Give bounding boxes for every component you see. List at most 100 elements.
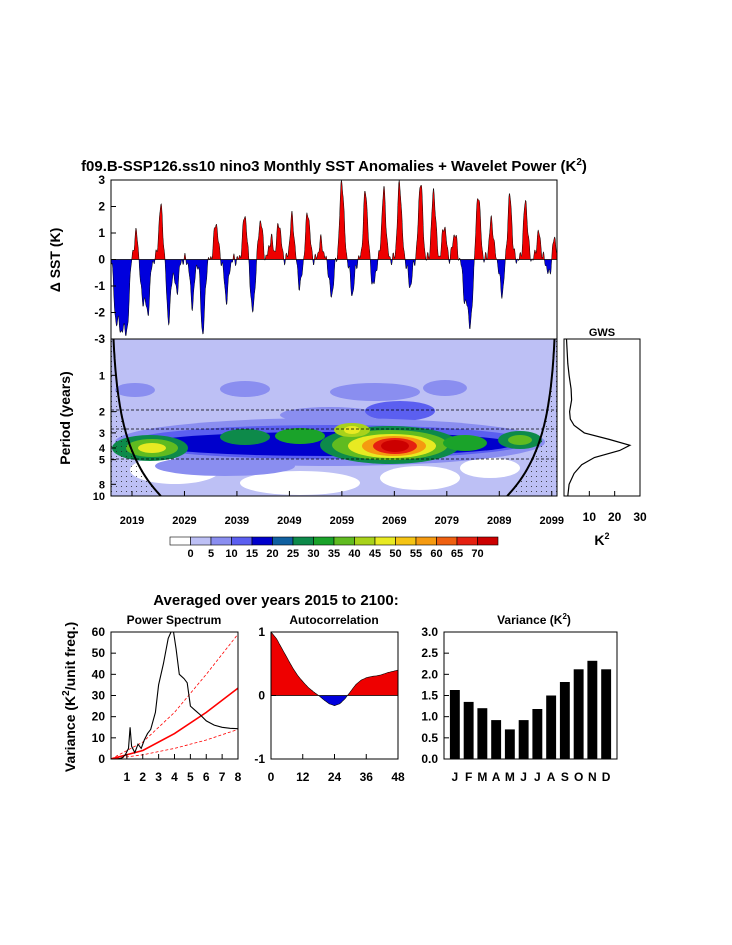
gws-xtick-label: 20 <box>608 510 622 524</box>
wavelet-xtick-label: 2079 <box>435 515 459 527</box>
variance-xtick-label: O <box>574 770 583 784</box>
ps-xtick-label: 6 <box>203 770 210 784</box>
variance-bar <box>559 682 570 759</box>
autocorr-positive-area <box>271 632 398 696</box>
colorbar-label: 40 <box>348 548 360 560</box>
colorbar-label: 20 <box>266 548 278 560</box>
ps-xtick-label: 1 <box>124 770 131 784</box>
colorbar-swatch <box>395 536 417 546</box>
ps-xtick-label: 5 <box>187 770 194 784</box>
colorbar-label: 30 <box>307 548 319 560</box>
ps-ytick-label: 30 <box>92 689 106 703</box>
variance-ytick-label: 2.0 <box>421 667 438 681</box>
wavelet-ytick-label: 8 <box>99 479 105 491</box>
wavelet-xtick-label: 2069 <box>382 515 406 527</box>
autocorr-line <box>271 632 398 707</box>
wavelet-xtick-label: 2019 <box>120 515 144 527</box>
variance-xtick-label: F <box>465 770 472 784</box>
variance-xtick-label: J <box>520 770 527 784</box>
wavelet-ytick-label: 10 <box>93 491 105 503</box>
anomaly-panel: 3 2 1 0 -1 -2 -3 Δ SST (K) <box>47 173 558 346</box>
figure-title: f09.B-SSP126.ss10 nino3 Monthly SST Anom… <box>81 157 587 175</box>
colorbar: 0 5 10 15 20 25 30 35 40 45 50 55 60 65 70 <box>169 536 499 560</box>
anomaly-negative-area <box>111 259 557 336</box>
colorbar-swatch <box>313 536 335 546</box>
variance-xtick-label: N <box>588 770 597 784</box>
variance-title: Variance (K2) <box>497 612 571 627</box>
anomaly-ytick-label: -1 <box>94 279 105 293</box>
colorbar-label: 45 <box>369 548 381 560</box>
gws-xtick-label: 30 <box>633 510 647 524</box>
ps-ytick-label: 40 <box>92 667 106 681</box>
variance-bar <box>601 669 612 759</box>
wavelet-ytick-label: 5 <box>99 455 105 467</box>
colorbar-swatch <box>415 536 437 546</box>
ac-ytick-label: 1 <box>258 625 265 639</box>
colorbar-swatch <box>251 536 273 546</box>
wavelet-panel: 1 2 3 45 810 2019 2029 2039 2049 2059 2069 2079 208… <box>57 338 564 527</box>
averaged-subtitle: Averaged over years 2015 to 2100: <box>153 592 398 609</box>
wavelet-xtick-label: 2089 <box>487 515 511 527</box>
variance-xtick-label: D <box>602 770 611 784</box>
variance-bar <box>573 669 584 759</box>
colorbar-swatch <box>333 536 355 546</box>
anomaly-ytick-label: 0 <box>98 253 105 267</box>
variance-bar <box>518 720 529 759</box>
ps-ytick-label: 10 <box>92 731 106 745</box>
variance-bar <box>532 709 543 759</box>
colorbar-swatch <box>477 536 499 546</box>
colorbar-swatch <box>231 536 253 546</box>
variance-ytick-label: 3.0 <box>421 625 438 639</box>
colorbar-label: 5 <box>208 548 214 560</box>
colorbar-swatch <box>354 536 376 546</box>
variance-ytick-label: 0.0 <box>421 752 438 766</box>
autocorrelation-title: Autocorrelation <box>289 613 378 627</box>
ac-ytick-label: 0 <box>258 689 265 703</box>
colorbar-label: 50 <box>389 548 401 560</box>
power-spectrum-panel: Power Spectrum 1 2 3 4 5 6 7 8 0 10 20 30 40 50 60 Var… <box>61 613 242 784</box>
variance-xtick-label: A <box>547 770 556 784</box>
colorbar-label: 15 <box>246 548 258 560</box>
colorbar-label: 70 <box>471 548 483 560</box>
variance-xtick-label: M <box>505 770 515 784</box>
anomaly-ylabel: Δ SST (K) <box>47 228 63 293</box>
gws-title: GWS <box>589 327 615 339</box>
anomaly-ytick-label: -3 <box>94 332 105 346</box>
ps-ytick-label: 20 <box>92 710 106 724</box>
colorbar-swatch <box>210 536 232 546</box>
colorbar-label: 10 <box>225 548 237 560</box>
variance-ytick-label: 1.5 <box>421 689 438 703</box>
anomaly-ytick-label: 3 <box>98 173 105 187</box>
wavelet-ytick-label: 2 <box>99 407 105 419</box>
wavelet-xtick-label: 2059 <box>330 515 354 527</box>
variance-bar <box>491 720 502 759</box>
anomaly-line <box>111 180 557 337</box>
ac-xtick-label: 12 <box>296 770 310 784</box>
colorbar-label: 0 <box>187 548 193 560</box>
wavelet-ytick-label: 1 <box>99 370 105 382</box>
gws-xlabel: K2 <box>594 531 609 548</box>
variance-xtick-label: J <box>534 770 541 784</box>
colorbar-swatch <box>456 536 478 546</box>
variance-ytick-label: 2.5 <box>421 646 438 660</box>
gws-panel: GWS 10 20 30 K2 <box>563 327 647 548</box>
colorbar-swatch <box>169 536 191 546</box>
colorbar-swatch <box>374 536 396 546</box>
colorbar-swatch <box>190 536 212 546</box>
anomaly-positive-area <box>111 180 557 260</box>
ps-xtick-label: 7 <box>219 770 226 784</box>
variance-bar <box>463 701 474 759</box>
variance-bar <box>504 729 515 759</box>
variance-bar <box>449 690 460 759</box>
ac-xtick-label: 36 <box>360 770 374 784</box>
colorbar-swatch <box>292 536 314 546</box>
wavelet-xtick-label: 2099 <box>540 515 564 527</box>
power-spectrum-title: Power Spectrum <box>127 613 222 627</box>
ps-ytick-label: 50 <box>92 646 106 660</box>
ps-xtick-label: 3 <box>155 770 162 784</box>
variance-ytick-label: 0.5 <box>421 731 438 745</box>
anomaly-ytick-label: 2 <box>98 200 105 214</box>
